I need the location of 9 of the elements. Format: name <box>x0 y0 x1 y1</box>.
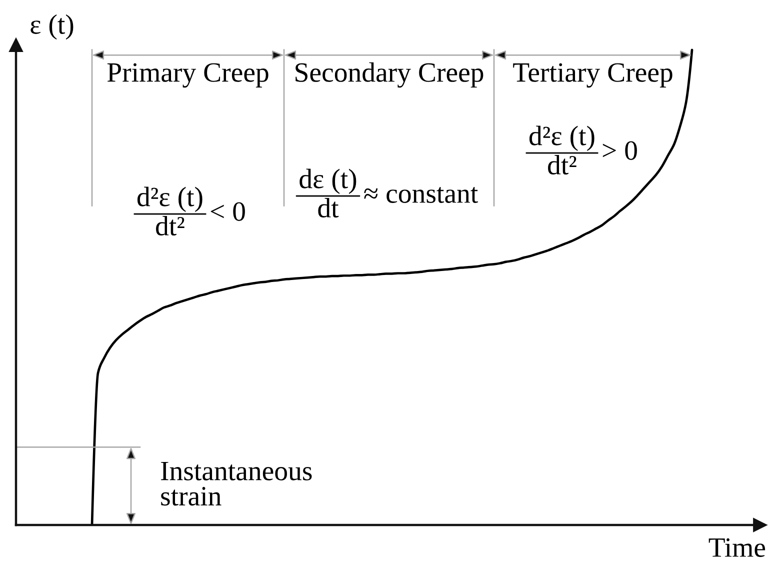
annotation: d²ε (t) dt² < 0 <box>137 186 245 236</box>
annotation: d²ε (t) dt² > 0 <box>529 126 637 175</box>
y-axis-title: ε (t) <box>30 14 74 40</box>
annotation: Primary Creep <box>107 63 268 88</box>
annotation: Tertiary Creep <box>513 63 672 88</box>
annotation: Secondary Creep <box>296 62 484 88</box>
ref-line-label: Instantaneous strain <box>161 462 312 506</box>
annotation: dε (t) dt ≈ constant <box>300 168 478 218</box>
x-axis-title: Time <box>708 538 766 557</box>
